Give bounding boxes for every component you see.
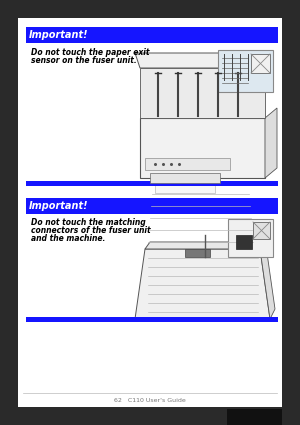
Bar xyxy=(227,409,282,425)
Bar xyxy=(236,235,252,249)
Polygon shape xyxy=(140,68,265,118)
Polygon shape xyxy=(135,249,270,319)
Polygon shape xyxy=(150,173,220,183)
Text: 62   C110 User's Guide: 62 C110 User's Guide xyxy=(114,398,186,403)
Bar xyxy=(251,54,270,73)
Text: Do not touch the paper exit: Do not touch the paper exit xyxy=(31,48,149,57)
Bar xyxy=(26,198,278,214)
Bar xyxy=(145,158,230,170)
Polygon shape xyxy=(260,239,275,319)
Bar xyxy=(26,27,278,43)
Bar xyxy=(26,181,278,186)
Bar xyxy=(218,50,273,92)
Text: connectors of the fuser unit: connectors of the fuser unit xyxy=(31,226,151,235)
Bar xyxy=(18,18,282,407)
Bar xyxy=(26,317,278,322)
Text: and the machine.: and the machine. xyxy=(31,234,105,243)
Bar xyxy=(155,181,215,193)
Text: sensor on the fuser unit.: sensor on the fuser unit. xyxy=(31,56,137,65)
Bar xyxy=(140,118,265,178)
Polygon shape xyxy=(265,108,277,178)
Polygon shape xyxy=(135,53,270,68)
Bar xyxy=(253,222,270,239)
Bar xyxy=(185,249,210,257)
Text: Important!: Important! xyxy=(29,201,88,211)
Text: Important!: Important! xyxy=(29,30,88,40)
Bar xyxy=(228,219,273,257)
Text: Do not touch the matching: Do not touch the matching xyxy=(31,218,146,227)
Polygon shape xyxy=(145,242,260,249)
